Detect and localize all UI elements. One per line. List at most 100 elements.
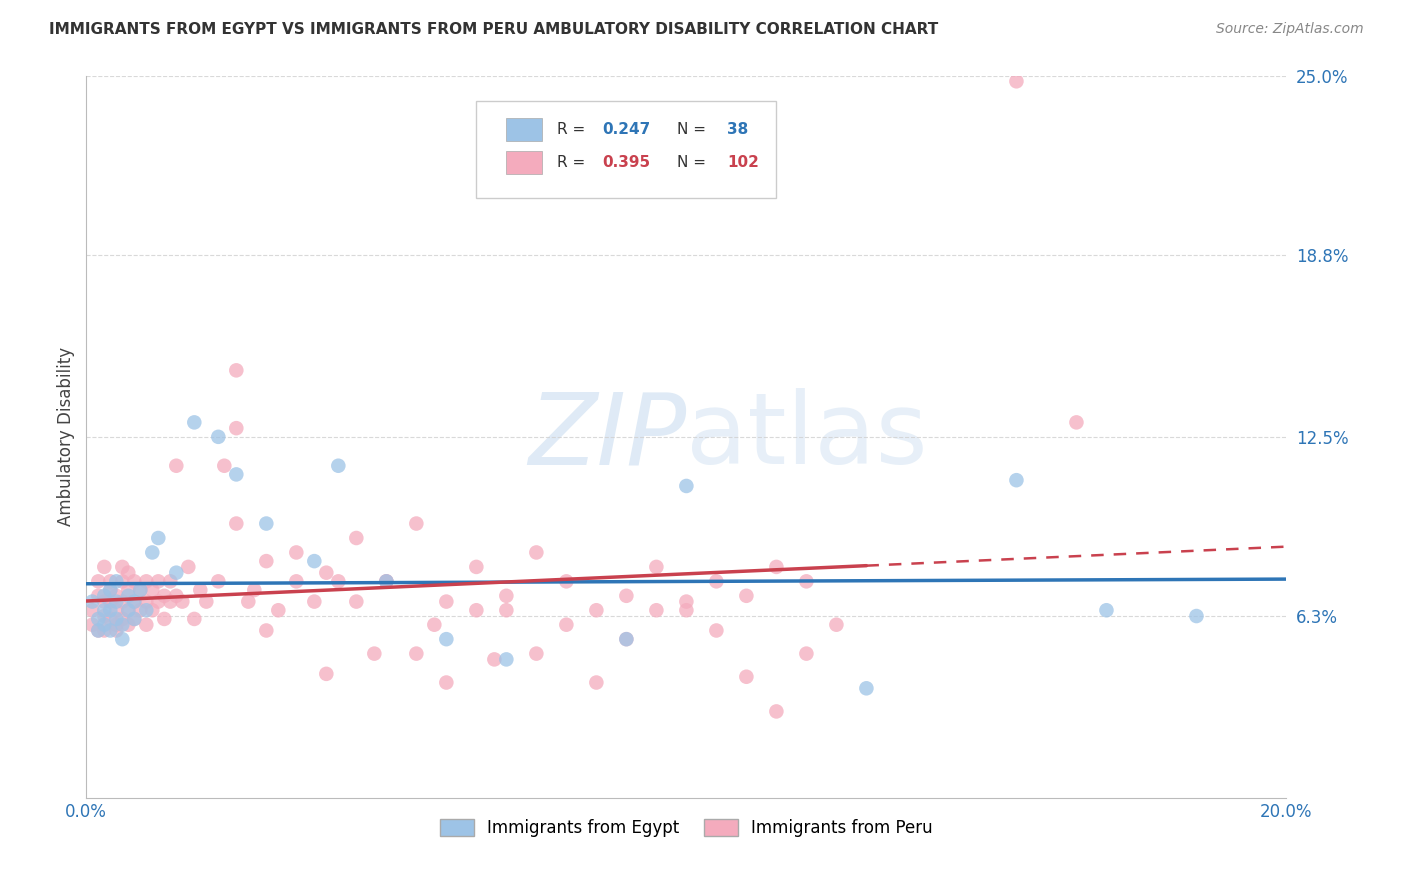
Immigrants from Egypt bbox=[111, 617, 134, 632]
Immigrants from Peru bbox=[214, 458, 236, 473]
Immigrants from Peru bbox=[405, 647, 427, 661]
Immigrants from Peru bbox=[315, 566, 337, 580]
Immigrants from Peru bbox=[524, 545, 547, 559]
Immigrants from Peru bbox=[434, 594, 457, 608]
Immigrants from Peru bbox=[765, 560, 787, 574]
Immigrants from Peru bbox=[225, 516, 247, 531]
Immigrants from Egypt bbox=[675, 479, 697, 493]
Immigrants from Peru bbox=[111, 574, 134, 589]
Immigrants from Peru bbox=[153, 612, 176, 626]
Immigrants from Peru bbox=[207, 574, 229, 589]
Immigrants from Peru bbox=[254, 554, 277, 568]
Immigrants from Peru bbox=[135, 574, 157, 589]
Text: ZIP: ZIP bbox=[529, 388, 686, 485]
Immigrants from Egypt bbox=[98, 582, 121, 597]
Immigrants from Peru bbox=[706, 624, 728, 638]
Immigrants from Egypt bbox=[1095, 603, 1118, 617]
Immigrants from Peru bbox=[98, 582, 121, 597]
Immigrants from Peru bbox=[614, 589, 637, 603]
Immigrants from Peru bbox=[375, 574, 398, 589]
Text: Source: ZipAtlas.com: Source: ZipAtlas.com bbox=[1216, 22, 1364, 37]
Immigrants from Peru bbox=[98, 574, 121, 589]
Immigrants from Peru bbox=[177, 560, 200, 574]
Immigrants from Egypt bbox=[148, 531, 170, 545]
Immigrants from Peru bbox=[465, 603, 488, 617]
Immigrants from Egypt bbox=[254, 516, 277, 531]
Immigrants from Peru bbox=[98, 612, 121, 626]
Immigrants from Egypt bbox=[855, 681, 877, 696]
Immigrants from Peru bbox=[93, 609, 115, 624]
Immigrants from Egypt bbox=[124, 594, 146, 608]
Immigrants from Peru bbox=[105, 624, 128, 638]
Immigrants from Egypt bbox=[129, 582, 152, 597]
Immigrants from Egypt bbox=[434, 632, 457, 647]
Immigrants from Peru bbox=[111, 560, 134, 574]
Immigrants from Egypt bbox=[105, 594, 128, 608]
Immigrants from Peru bbox=[495, 603, 517, 617]
Immigrants from Peru bbox=[195, 594, 218, 608]
Immigrants from Peru bbox=[172, 594, 194, 608]
Immigrants from Peru bbox=[267, 603, 290, 617]
Immigrants from Egypt bbox=[105, 612, 128, 626]
Immigrants from Peru bbox=[225, 421, 247, 435]
Immigrants from Peru bbox=[344, 594, 367, 608]
Immigrants from Egypt bbox=[495, 652, 517, 666]
Immigrants from Egypt bbox=[93, 617, 115, 632]
Immigrants from Peru bbox=[124, 594, 146, 608]
Immigrants from Peru bbox=[124, 574, 146, 589]
Immigrants from Peru bbox=[735, 589, 758, 603]
Immigrants from Peru bbox=[105, 589, 128, 603]
Immigrants from Peru bbox=[141, 603, 163, 617]
Text: 102: 102 bbox=[727, 154, 759, 169]
Y-axis label: Ambulatory Disability: Ambulatory Disability bbox=[58, 347, 75, 526]
Immigrants from Peru bbox=[825, 617, 848, 632]
Immigrants from Peru bbox=[159, 594, 181, 608]
Immigrants from Egypt bbox=[105, 574, 128, 589]
Legend: Immigrants from Egypt, Immigrants from Peru: Immigrants from Egypt, Immigrants from P… bbox=[433, 813, 939, 844]
Immigrants from Peru bbox=[484, 652, 506, 666]
Immigrants from Egypt bbox=[304, 554, 326, 568]
Immigrants from Peru bbox=[645, 603, 668, 617]
Immigrants from Peru bbox=[93, 594, 115, 608]
Immigrants from Egypt bbox=[98, 603, 121, 617]
Immigrants from Egypt bbox=[141, 545, 163, 559]
Immigrants from Peru bbox=[165, 458, 187, 473]
Text: N =: N = bbox=[676, 154, 710, 169]
FancyBboxPatch shape bbox=[477, 101, 776, 198]
Immigrants from Peru bbox=[135, 594, 157, 608]
Immigrants from Peru bbox=[87, 624, 110, 638]
Immigrants from Egypt bbox=[117, 603, 139, 617]
Text: IMMIGRANTS FROM EGYPT VS IMMIGRANTS FROM PERU AMBULATORY DISABILITY CORRELATION : IMMIGRANTS FROM EGYPT VS IMMIGRANTS FROM… bbox=[49, 22, 938, 37]
Immigrants from Peru bbox=[117, 603, 139, 617]
Immigrants from Egypt bbox=[207, 430, 229, 444]
Immigrants from Peru bbox=[111, 594, 134, 608]
Immigrants from Peru bbox=[117, 582, 139, 597]
Immigrants from Peru bbox=[148, 574, 170, 589]
Immigrants from Peru bbox=[129, 603, 152, 617]
Text: N =: N = bbox=[676, 122, 710, 137]
Text: R =: R = bbox=[557, 154, 591, 169]
Text: 0.395: 0.395 bbox=[602, 154, 651, 169]
Immigrants from Peru bbox=[765, 705, 787, 719]
Immigrants from Peru bbox=[495, 589, 517, 603]
Immigrants from Peru bbox=[585, 675, 607, 690]
Immigrants from Peru bbox=[315, 666, 337, 681]
Immigrants from Peru bbox=[328, 574, 350, 589]
Immigrants from Peru bbox=[238, 594, 260, 608]
Immigrants from Peru bbox=[225, 363, 247, 377]
Immigrants from Egypt bbox=[165, 566, 187, 580]
Immigrants from Peru bbox=[423, 617, 446, 632]
Immigrants from Peru bbox=[148, 594, 170, 608]
Immigrants from Peru bbox=[254, 624, 277, 638]
Immigrants from Peru bbox=[735, 670, 758, 684]
Immigrants from Egypt bbox=[1185, 609, 1208, 624]
Immigrants from Peru bbox=[105, 603, 128, 617]
Immigrants from Peru bbox=[111, 612, 134, 626]
FancyBboxPatch shape bbox=[506, 151, 543, 174]
Immigrants from Peru bbox=[614, 632, 637, 647]
Immigrants from Peru bbox=[87, 574, 110, 589]
Immigrants from Peru bbox=[675, 603, 697, 617]
Immigrants from Peru bbox=[585, 603, 607, 617]
Immigrants from Egypt bbox=[183, 416, 205, 430]
Immigrants from Peru bbox=[434, 675, 457, 690]
